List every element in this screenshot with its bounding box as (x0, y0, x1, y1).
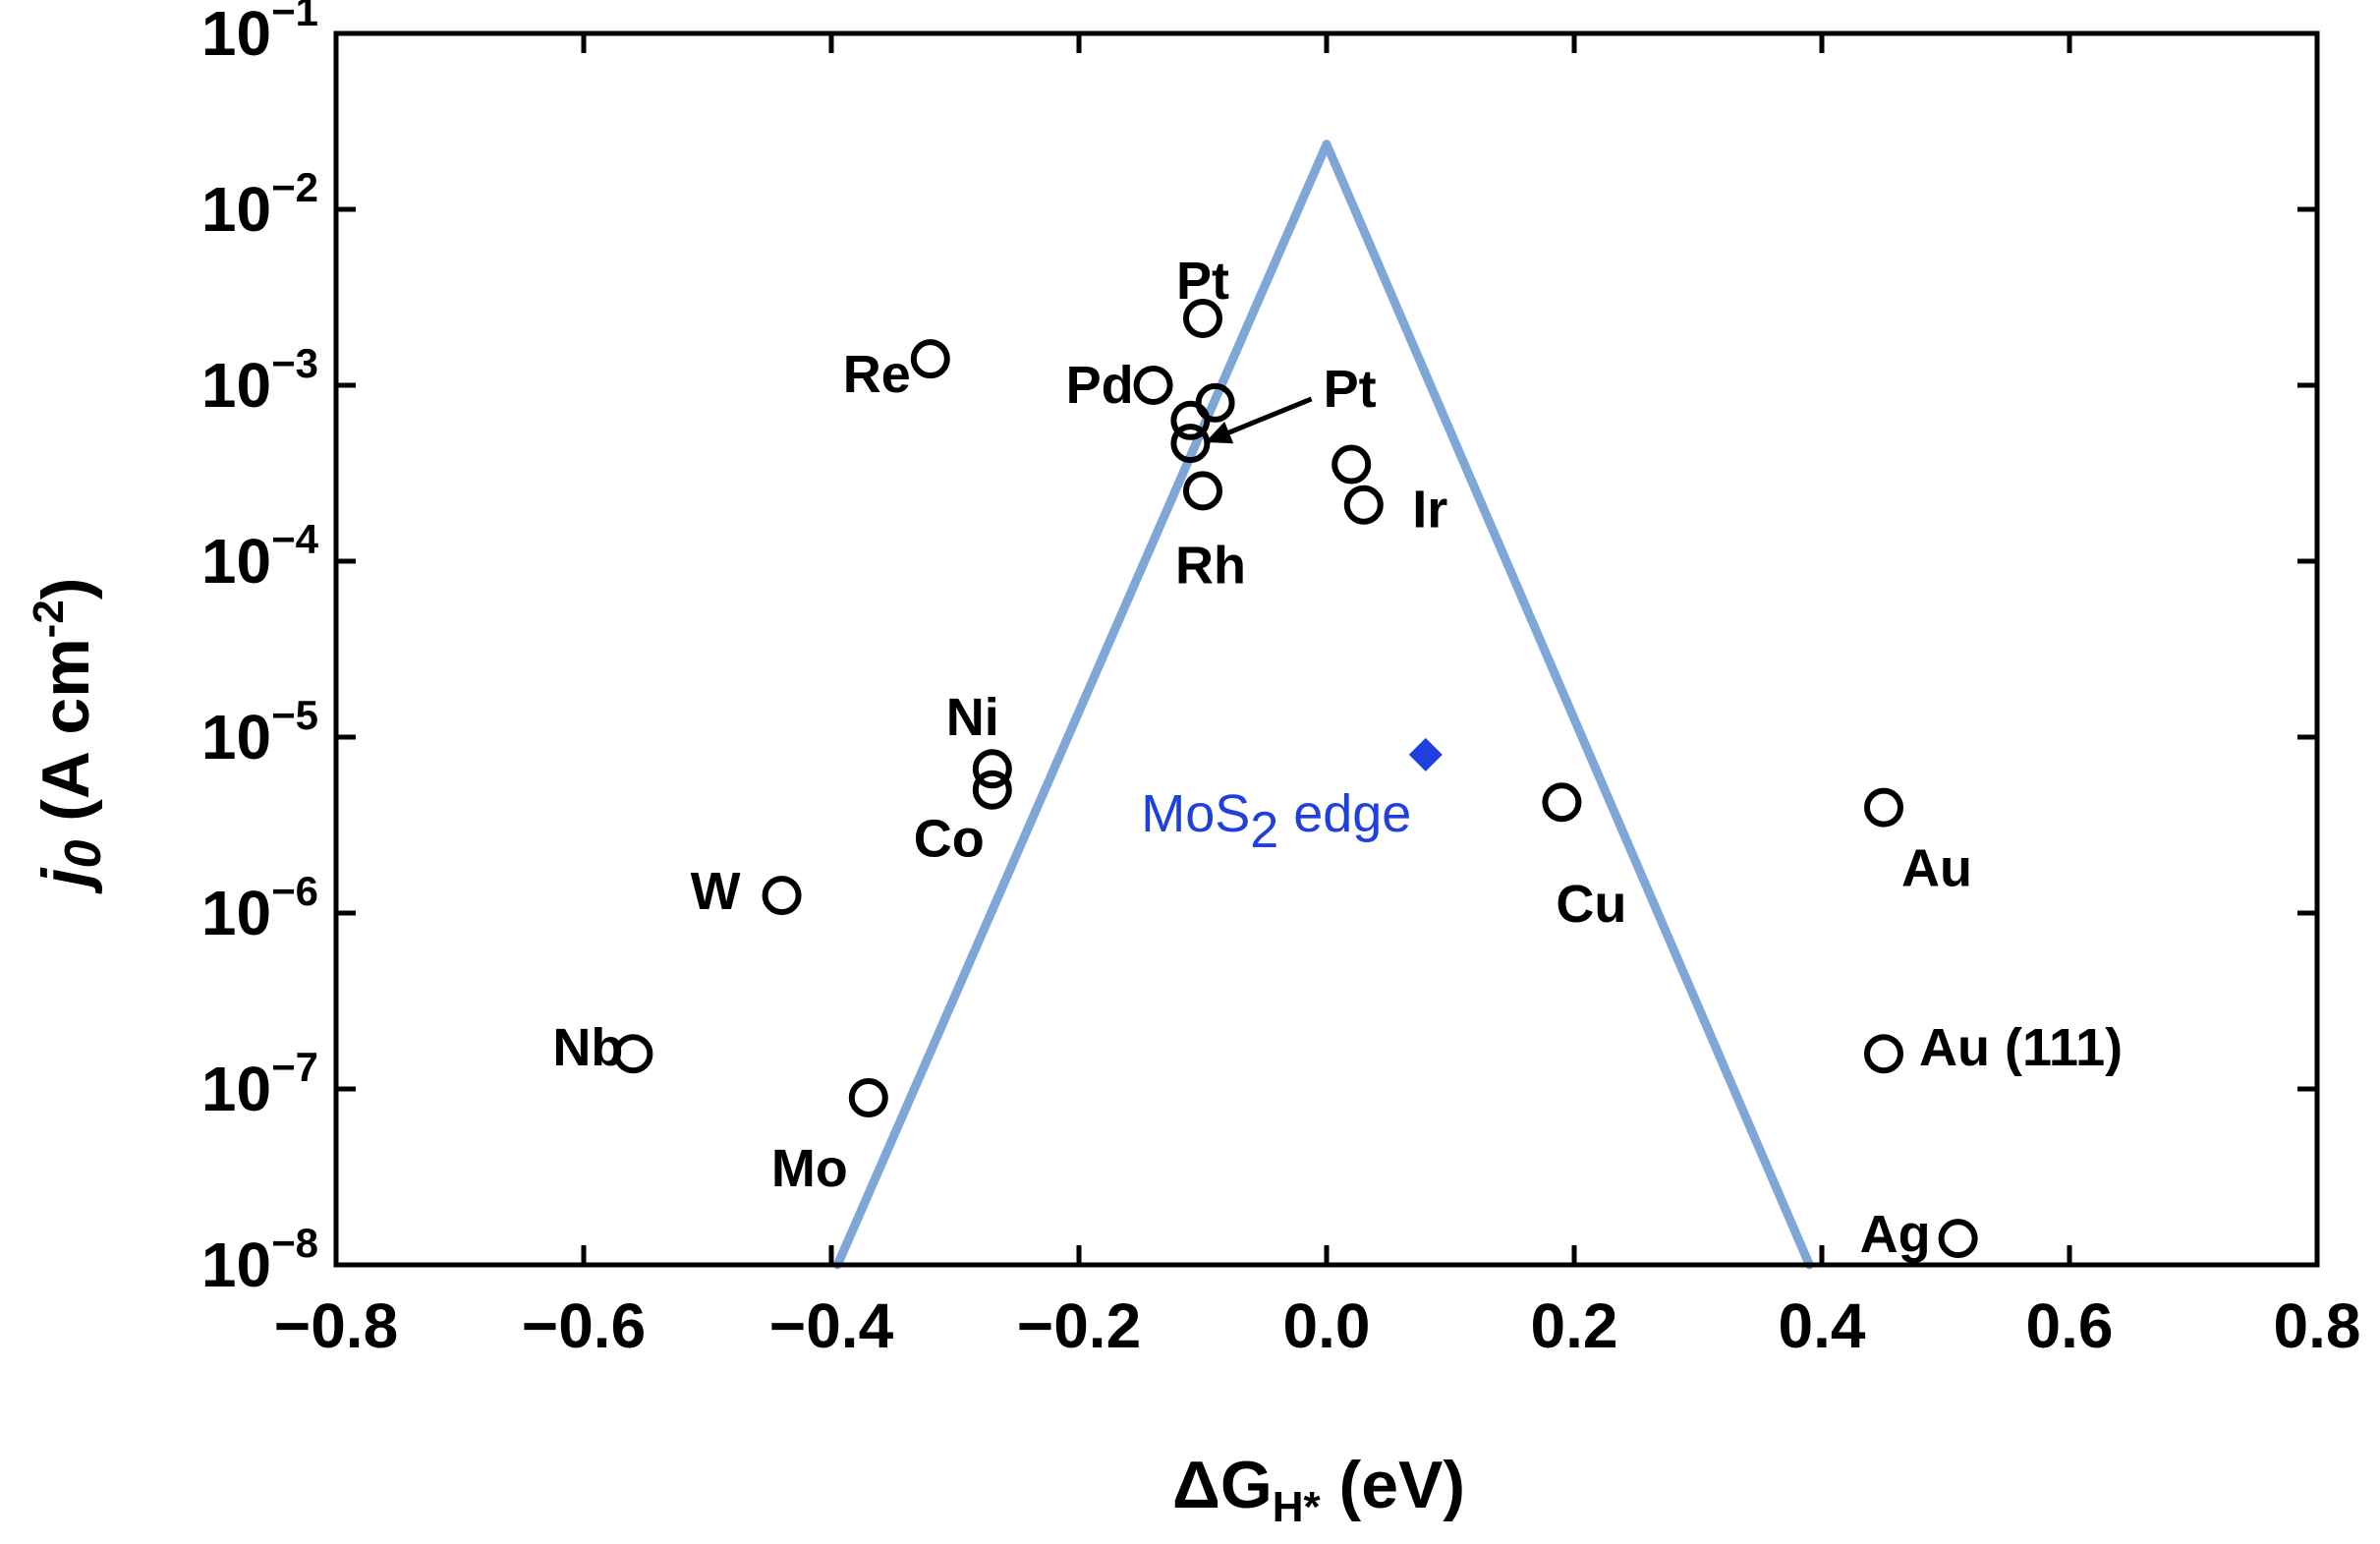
label-pt: Pt (1176, 252, 1229, 311)
y-tick-exponent: −5 (271, 692, 318, 738)
y-axis-title-unit-end: ) (28, 578, 103, 600)
y-tick-label: 10−1 (201, 0, 318, 69)
label-pd: Pd (1066, 356, 1134, 415)
x-tick-label: −0.8 (274, 1290, 398, 1361)
x-tick-label: −0.6 (522, 1290, 646, 1361)
point-re (910, 339, 950, 379)
x-tick-label: 0.0 (1283, 1290, 1371, 1361)
label-au-111: Au (111) (1919, 1018, 2123, 1077)
y-tick-base: 10 (201, 350, 271, 421)
label-ni: Ni (946, 688, 999, 747)
x-axis-title-main: ΔG (1172, 1448, 1273, 1522)
y-tick-exponent: −2 (271, 164, 318, 210)
y-tick-exponent: −4 (271, 516, 319, 562)
x-axis-title-unit: (eV) (1321, 1448, 1465, 1522)
tick-labels: −0.8 −0.6 −0.4 −0.2 0.0 0.2 0.4 0.6 0.810−810−71… (201, 0, 2361, 1361)
point-pt (1183, 298, 1222, 338)
y-tick-base: 10 (201, 0, 271, 69)
x-tick-label: −0.4 (769, 1290, 894, 1361)
label-cu: Cu (1556, 875, 1626, 934)
y-tick-label: 10−4 (201, 516, 319, 597)
y-axis-title-main: j (28, 866, 103, 894)
y-tick-exponent: −3 (271, 340, 318, 386)
point-unlabeled-8 (1343, 485, 1384, 525)
label-w: W (691, 862, 741, 921)
label-ir: Ir (1412, 481, 1447, 540)
point-labels: Pt Re Pd Pt Rh Ir Ni Co W Nb Mo Cu Au Au (111) Ag MoS2 … (552, 252, 2123, 1264)
plot-frame (333, 30, 2320, 1268)
pt-label-arrowhead (1205, 421, 1234, 444)
label-mos2-sub: 2 (1250, 802, 1278, 859)
y-tick-label: 10−3 (201, 340, 318, 421)
label-re: Re (843, 345, 911, 404)
x-axis-title-sub: H* (1273, 1483, 1322, 1531)
y-tick-base: 10 (201, 1229, 271, 1300)
point-ni (972, 749, 1012, 789)
y-tick-base: 10 (201, 174, 271, 245)
y-axis-title-unit: (A cm (28, 638, 103, 839)
label-nb: Nb (552, 1018, 623, 1077)
label-co: Co (914, 810, 985, 869)
point-pd (1133, 366, 1173, 405)
x-tick-label: 0.6 (2026, 1290, 2114, 1361)
label-au: Au (1901, 839, 1972, 898)
y-tick-exponent: −1 (271, 0, 318, 34)
volcano-lines (832, 140, 1814, 1270)
point-mos2-edge (1408, 737, 1443, 772)
label-mos2-end: edge (1278, 784, 1411, 843)
y-tick-exponent: −6 (271, 868, 318, 914)
x-tick-label: 0.2 (1531, 1290, 1618, 1361)
label-mo: Mo (771, 1139, 848, 1198)
point-au-111 (1864, 1034, 1903, 1074)
point-w (762, 876, 802, 916)
y-tick-label: 10−8 (201, 1220, 318, 1300)
label-rh: Rh (1175, 536, 1246, 595)
y-tick-base: 10 (201, 526, 271, 597)
label-ag: Ag (1860, 1205, 1931, 1264)
y-tick-label: 10−6 (201, 868, 318, 948)
point-ir (1332, 444, 1372, 485)
volcano-left-branch (832, 140, 1332, 1270)
y-axis-title: j0 (A cm-2) (25, 578, 112, 895)
x-tick-label: 0.8 (2274, 1290, 2361, 1361)
y-tick-label: 10−7 (201, 1044, 318, 1124)
y-tick-exponent: −7 (271, 1044, 318, 1090)
axis-ticks (333, 30, 2320, 1268)
y-axis-title-sub: 0 (55, 840, 112, 869)
label-mos2-edge: MoS2 edge (1141, 784, 1411, 859)
point-rh (1183, 471, 1222, 511)
data-points (613, 298, 1978, 1259)
point-cu (1542, 782, 1582, 823)
x-tick-label: 0.4 (1779, 1290, 1866, 1361)
y-tick-base: 10 (201, 878, 271, 948)
point-mo (848, 1077, 888, 1117)
point-co (972, 770, 1012, 810)
y-tick-exponent: −8 (271, 1220, 318, 1266)
y-tick-label: 10−5 (201, 692, 318, 772)
y-tick-label: 10−2 (201, 164, 318, 245)
point-unlabeled-4 (1170, 400, 1211, 440)
point-nb (613, 1034, 653, 1074)
y-axis-title-unit-sup: -2 (25, 600, 73, 638)
point-au (1864, 787, 1903, 828)
y-tick-base: 10 (201, 702, 271, 772)
volcano-right-branch (1322, 140, 1814, 1270)
label-pt: Pt (1324, 360, 1377, 419)
x-axis-title: ΔGH* (eV) (1172, 1448, 1465, 1531)
x-tick-label: −0.2 (1017, 1290, 1141, 1361)
y-tick-base: 10 (201, 1054, 271, 1124)
point-ag (1938, 1219, 1978, 1259)
label-mos2-main: MoS (1141, 784, 1250, 843)
